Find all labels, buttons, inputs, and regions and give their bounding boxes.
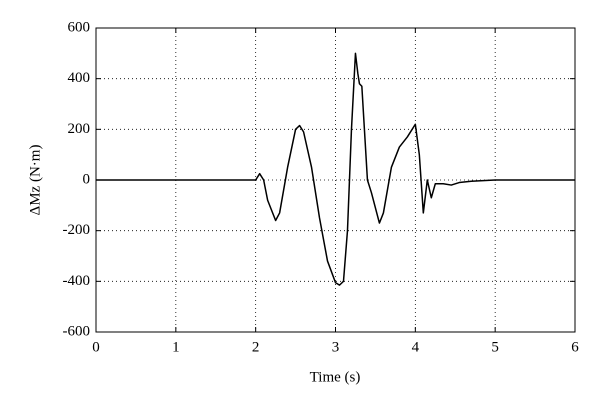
- data-line: [96, 52, 575, 286]
- x-tick-label: 0: [92, 339, 100, 355]
- x-tick-label: 6: [571, 339, 579, 355]
- y-tick-label: -200: [63, 222, 91, 238]
- x-tick-label: 1: [172, 339, 180, 355]
- x-tick-label: 2: [252, 339, 260, 355]
- y-tick-label: -400: [63, 273, 91, 289]
- y-tick-label: 0: [83, 171, 91, 187]
- y-tick-label: -600: [63, 323, 91, 339]
- x-tick-label: 5: [491, 339, 499, 355]
- y-tick-label: 200: [68, 121, 91, 137]
- y-tick-label: 600: [68, 19, 91, 35]
- x-axis-label: Time (s): [310, 369, 361, 385]
- y-axis-label: ΔMz (N·m): [27, 145, 43, 216]
- y-tick-label: 400: [68, 70, 91, 86]
- x-tick-label: 4: [412, 339, 420, 355]
- x-tick-label: 3: [332, 339, 340, 355]
